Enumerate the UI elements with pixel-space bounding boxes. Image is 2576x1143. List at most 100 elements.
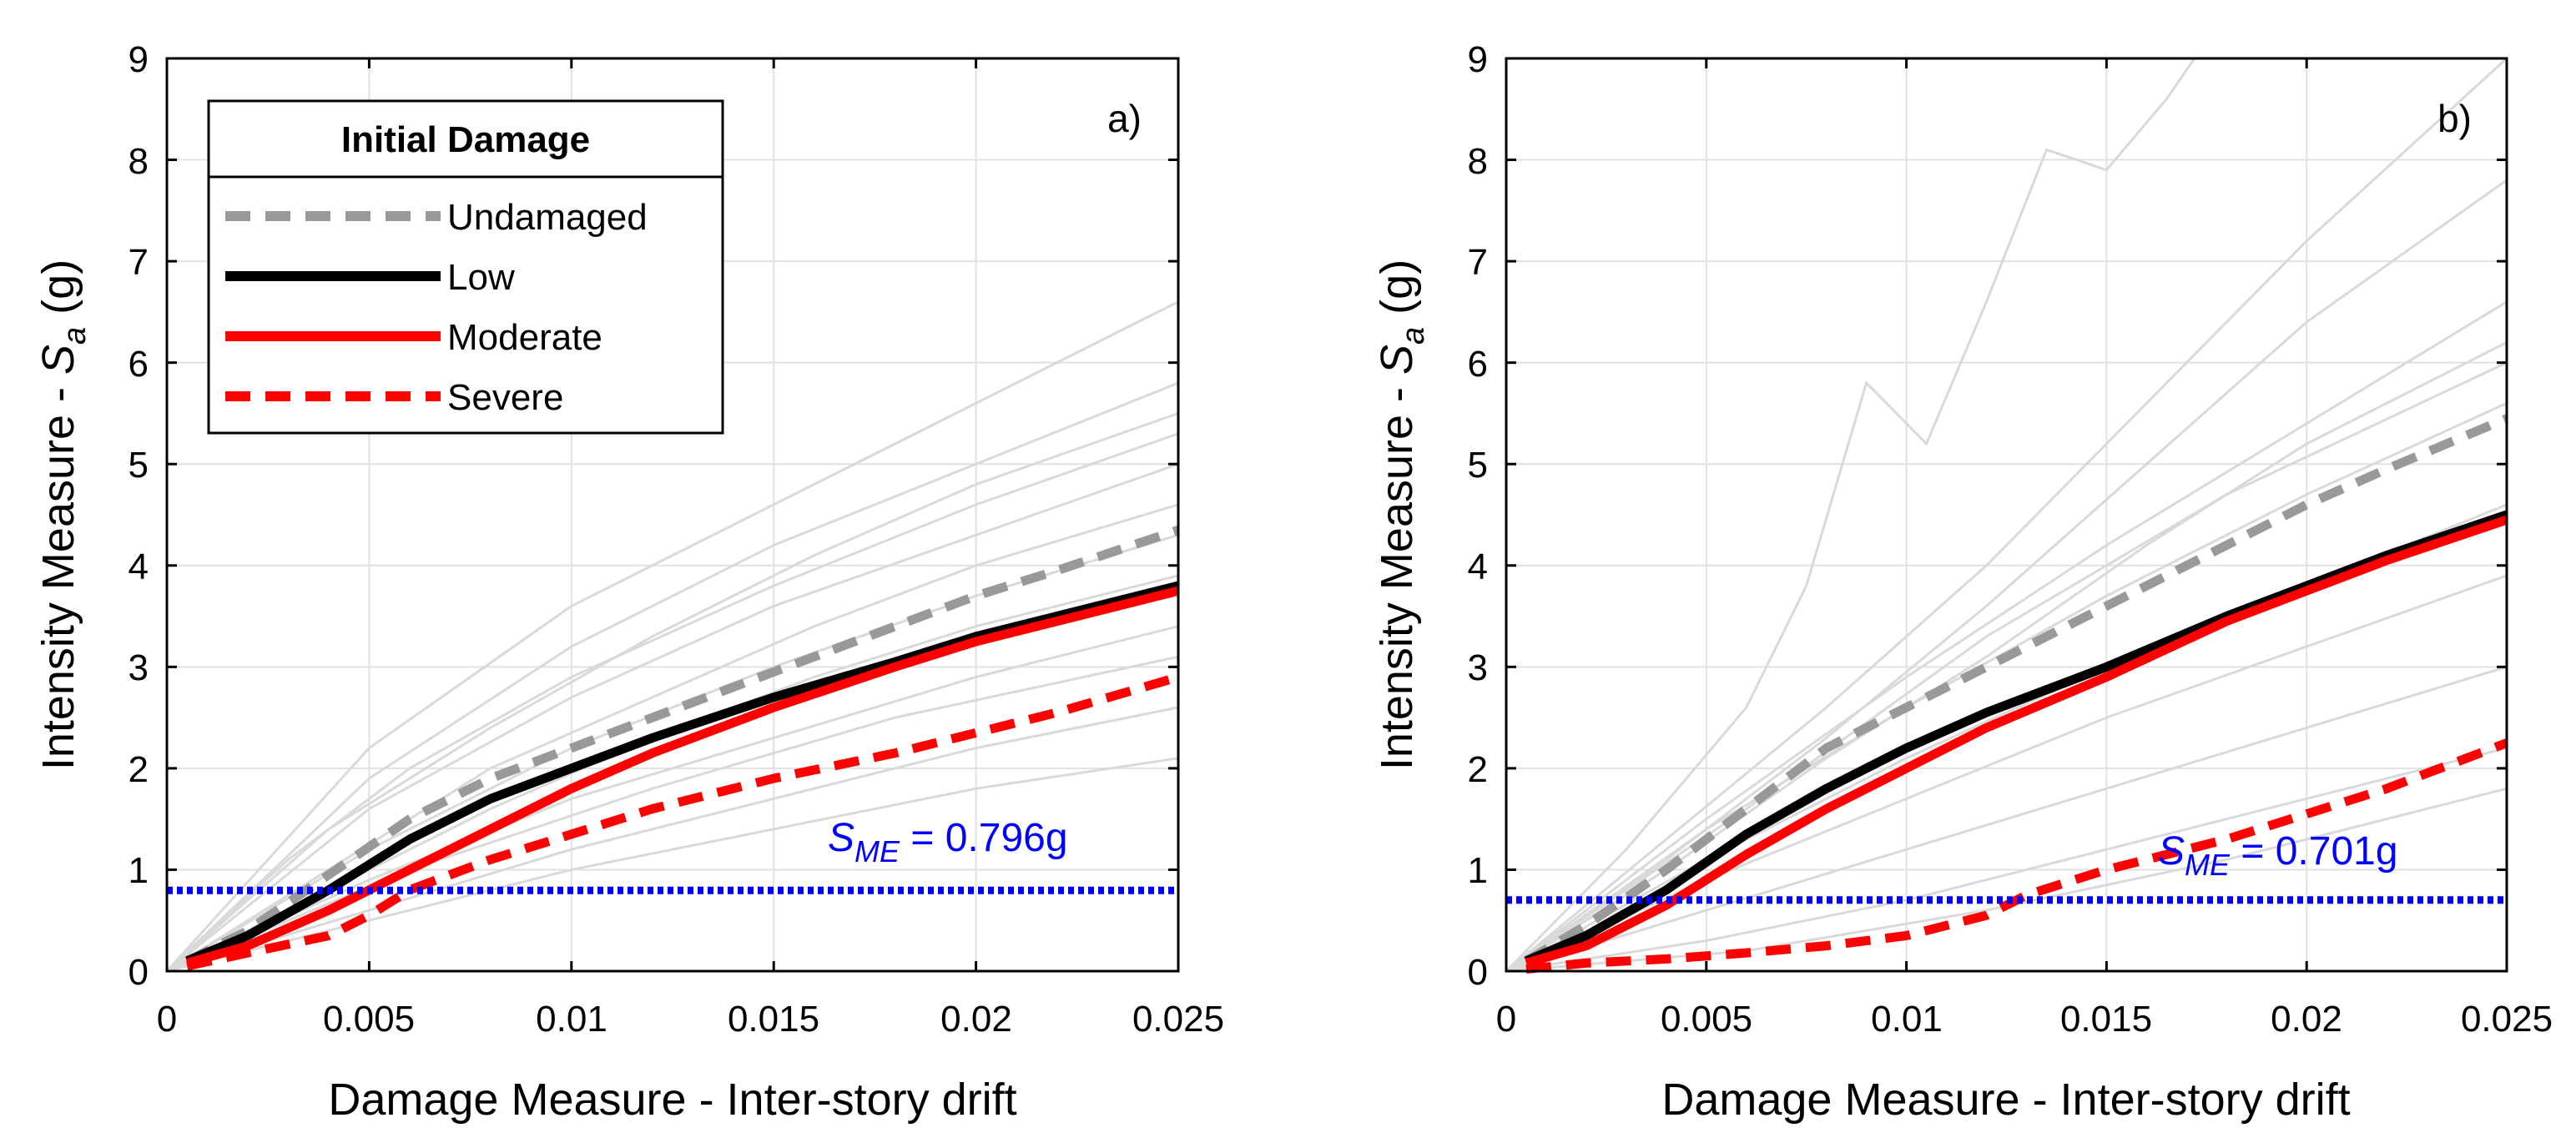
series-line-moderate [185,586,1180,968]
panel-b-label: b) [2437,97,2472,140]
series-line-moderate [1525,515,2508,968]
legend: Initial Damage Undamaged Low Moderate Se… [207,99,724,435]
legend-label: Severe [447,377,563,418]
sme-symbol: S [2158,829,2185,874]
y-label-sub: a [1396,327,1431,345]
legend-entry-low: Low [225,257,515,298]
series-line-undamaged [184,526,1180,965]
y-tick-label: 6 [129,344,149,385]
panel-b-ticks [1505,57,2508,973]
y-tick-label: 9 [1468,39,1488,80]
y-label-suffix: (g) [33,259,83,327]
y-label-prefix: Intensity Measure - [1372,375,1422,770]
background-record-line [166,706,1179,973]
panel-b-sme-annotation: SME = 0.701g [2158,829,2398,882]
y-tick-label: 3 [129,647,149,688]
x-tick-label: 0.01 [536,999,607,1040]
panel-a-label: a) [1107,97,1142,140]
y-label-suffix: (g) [1372,259,1422,327]
background-record-line [1505,57,2508,973]
legend-title: Initial Damage [341,119,590,160]
panel-b-x-axis-label: Damage Measure - Inter-story drift [1661,1075,2350,1125]
legend-label: Undamaged [447,197,648,238]
panel-b-y-tick-labels: 0 1 2 3 4 5 6 7 8 9 [1468,39,1488,993]
panel-b-plot-frame [1505,57,2508,973]
y-label-symbol: S [33,345,83,375]
legend-entry-undamaged: Undamaged [225,197,648,238]
sme-value: = 0.796g [900,816,1068,860]
series-line-severe [186,672,1180,971]
panel-b-series-lines [1524,414,2509,974]
panel-a-y-tick-labels: 0 1 2 3 4 5 6 7 8 9 [129,39,149,993]
y-label-symbol: S [1372,345,1422,375]
y-tick-label: 3 [1468,647,1488,688]
x-tick-label: 0 [157,999,177,1040]
x-tick-label: 0.015 [2060,999,2152,1040]
y-tick-label: 5 [129,445,149,486]
y-tick-label: 8 [1468,141,1488,182]
sme-sub: ME [2185,848,2231,882]
x-tick-label: 0.005 [1661,999,1752,1040]
x-tick-label: 0.025 [1132,999,1224,1040]
background-record-line [1505,747,2508,973]
x-tick-label: 0.02 [940,999,1012,1040]
sme-symbol: S [828,816,854,860]
y-tick-label: 6 [1468,344,1488,385]
background-record-line [1505,300,2508,973]
y-tick-label: 1 [129,850,149,891]
background-record-line [1505,665,2508,973]
x-tick-label: 0.02 [2271,999,2342,1040]
panel-a-x-axis-label: Damage Measure - Inter-story drift [328,1075,1016,1125]
background-record-line [1505,58,2196,973]
panel-b-x-tick-labels: 0 0.005 0.01 0.015 0.02 0.025 [1496,999,2553,1040]
y-tick-label: 2 [129,749,149,790]
background-record-line [166,625,1179,973]
x-tick-label: 0.01 [1871,999,1943,1040]
panel-a-plot-frame [165,57,1180,973]
background-record-line [166,757,1179,973]
legend-entry-severe: Severe [225,377,563,418]
legend-label: Moderate [447,317,602,358]
y-tick-label: 5 [1468,445,1488,486]
legend-label: Low [447,257,515,298]
panel-b-background-lines [1505,57,2508,973]
x-tick-label: 0.025 [2461,999,2553,1040]
sme-value: = 0.701g [2230,829,2398,874]
background-record-line [1505,179,2508,973]
panel-a-sme-annotation: SME = 0.796g [828,816,1068,869]
y-label-sub: a [58,327,93,345]
background-record-line [165,381,1179,973]
panel-a-series-lines [184,526,1180,971]
series-line-undamaged [1524,414,2509,965]
y-tick-label: 1 [1468,850,1488,891]
y-tick-label: 4 [1468,546,1488,587]
panel-a-y-axis-label: Intensity Measure - Sa (g) [33,259,93,770]
panel-a-ticks [165,57,1180,973]
y-tick-label: 7 [129,242,149,283]
background-record-line [1505,401,2508,973]
y-tick-label: 0 [129,952,149,993]
panel-b: 0 0.005 0.01 0.015 0.02 0.025 0 1 2 3 4 … [1372,39,2553,1125]
y-tick-label: 7 [1468,242,1488,283]
y-tick-label: 4 [129,546,149,587]
series-line-low [1524,510,2508,965]
background-record-line [1505,787,2508,973]
x-tick-label: 0.015 [728,999,819,1040]
background-record-line [1505,361,2508,973]
x-tick-label: 0 [1496,999,1516,1040]
y-tick-label: 0 [1468,952,1488,993]
series-line-low [185,581,1180,965]
background-record-line [166,462,1179,973]
background-record-line [166,533,1179,973]
panel-a: 0 0.005 0.01 0.015 0.02 0.025 0 1 2 3 4 … [33,39,1224,1125]
y-tick-label: 9 [129,39,149,80]
series-line-severe [1525,738,2508,974]
sme-sub: ME [854,834,900,869]
y-tick-label: 8 [129,141,149,182]
background-record-line [165,432,1179,973]
legend-box [207,99,724,435]
x-tick-label: 0.005 [323,999,415,1040]
background-record-line [166,655,1179,973]
legend-entry-moderate: Moderate [225,317,602,358]
